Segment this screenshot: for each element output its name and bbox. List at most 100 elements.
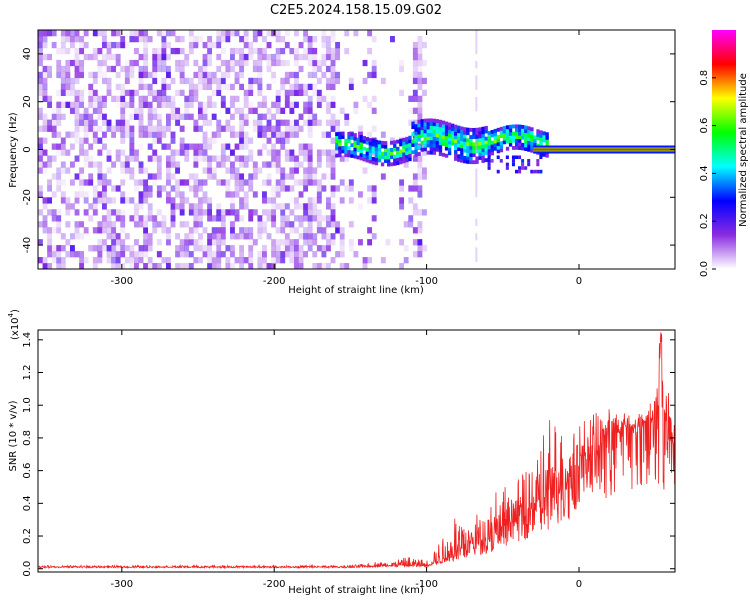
spectrogram-cell [338, 142, 342, 147]
spectrogram-cell [92, 137, 98, 144]
spectrogram-cell [170, 215, 176, 222]
spectrogram-cell [179, 59, 185, 67]
spectrogram-cell [202, 197, 208, 204]
spectrogram-cell [47, 209, 53, 216]
spectrogram-cell [417, 119, 421, 124]
spectrogram-cell [284, 77, 290, 85]
spectrogram-cell [530, 169, 534, 174]
spectrogram-cell [207, 95, 213, 102]
spectrogram-cell [380, 140, 385, 145]
spectrogram-cell [92, 227, 98, 234]
spectrogram-cell [438, 119, 443, 124]
spectrogram-cell [152, 149, 158, 156]
spectrogram-cell [70, 131, 75, 138]
spectrogram-cell [106, 251, 112, 258]
spectrogram-cell [262, 161, 267, 168]
spectrogram-cell [475, 147, 478, 155]
spectrogram-cell [42, 41, 48, 49]
spectrogram-cell [38, 113, 43, 120]
spectrogram-cell [175, 263, 181, 269]
spectrogram-cell [275, 59, 281, 67]
spectrogram-cell [411, 121, 415, 126]
spectrogram-cell [202, 65, 208, 73]
spectrogram-cell [414, 131, 418, 136]
spectrogram-cell [230, 30, 235, 37]
spectrogram-cell [134, 185, 139, 192]
spectrogram-cell [426, 150, 430, 155]
spectrogram-cell [444, 121, 449, 126]
spectrogram-cell [257, 233, 263, 240]
spectrogram-cell [481, 141, 485, 145]
spectrogram-cell [230, 221, 235, 228]
spectrogram-cell [408, 150, 412, 154]
spectrogram-cell [307, 131, 313, 138]
spectrogram-cell [202, 119, 208, 126]
spectrogram-cell [88, 125, 94, 132]
snr-x-tick-label: 0 [576, 579, 582, 590]
spectrogram-cell [83, 161, 89, 168]
spectrogram-cell [143, 185, 149, 192]
spectrogram-cell [412, 53, 418, 61]
spectrogram-cell [115, 83, 121, 91]
spectrogram-cell [475, 160, 479, 164]
spectrogram-cell [115, 101, 121, 108]
spectrogram-cell [447, 133, 452, 138]
spectrogram-cell [321, 30, 327, 37]
spectrogram-cell [239, 197, 245, 204]
spectrogram-cell [184, 233, 190, 240]
spectrogram-cell [307, 155, 313, 162]
spectrogram-cell [399, 239, 405, 246]
spectrogram-cell [38, 161, 43, 168]
spectrogram-cell [239, 71, 245, 79]
spectrogram-cell [97, 137, 103, 144]
spectrogram-cell [514, 131, 519, 136]
spectrogram-cell [347, 139, 351, 143]
spectrogram-cell [79, 257, 85, 264]
spectrogram-cell [307, 125, 313, 132]
spectrogram-cell [262, 227, 267, 234]
spectrogram-cell [102, 227, 107, 234]
spectrogram-cell [161, 59, 167, 67]
spectrogram-cell [271, 203, 277, 210]
spectrogram-cell [423, 133, 427, 137]
spectrogram-cell [326, 131, 331, 138]
spectrogram-cell [478, 145, 482, 150]
spectrogram-cell [56, 71, 62, 79]
spectrogram-cell [143, 83, 149, 91]
spectrogram-cell [496, 169, 500, 174]
spectrogram-cell [484, 140, 488, 145]
spectrogram-cell [335, 53, 341, 61]
spectrogram-cell [120, 89, 126, 97]
spectrogram-cell [423, 140, 427, 145]
spectrogram-cell [294, 203, 299, 210]
spectrogram-cell [138, 221, 144, 228]
spectrogram-cell [362, 263, 368, 269]
spectrogram-cell [207, 71, 213, 79]
spectrogram-cell [230, 263, 235, 269]
spectrogram-cell [239, 47, 245, 55]
spectrogram-cell [102, 30, 107, 37]
spectrogram-cell [280, 227, 286, 234]
spectrogram-cell [447, 136, 452, 141]
spectrogram-cell [298, 83, 304, 91]
spectrogram-cell [303, 107, 309, 114]
spectrogram-cell [275, 30, 281, 37]
spectrogram-cell [307, 83, 313, 91]
spectrogram-cell [518, 155, 522, 160]
spectrogram-cell [321, 41, 327, 49]
spectrogram-cell [289, 83, 295, 91]
spectrogram-cell [521, 128, 525, 133]
spectrogram-cell [335, 77, 341, 85]
spectrogram-cell [198, 233, 203, 240]
spectrogram-cell [225, 167, 231, 174]
spectrogram-cell [184, 77, 190, 85]
spectrogram-cell [380, 162, 385, 167]
spectrogram-cell [371, 233, 377, 240]
spectrogram-cell [111, 30, 117, 37]
spectrogram-cell [198, 77, 203, 85]
spectrogram-cell [367, 71, 373, 79]
spectrogram-cell [202, 53, 208, 61]
spectrogram-cell [371, 95, 377, 102]
spectrogram-cell [42, 53, 48, 61]
spectrogram-cell [275, 47, 281, 55]
